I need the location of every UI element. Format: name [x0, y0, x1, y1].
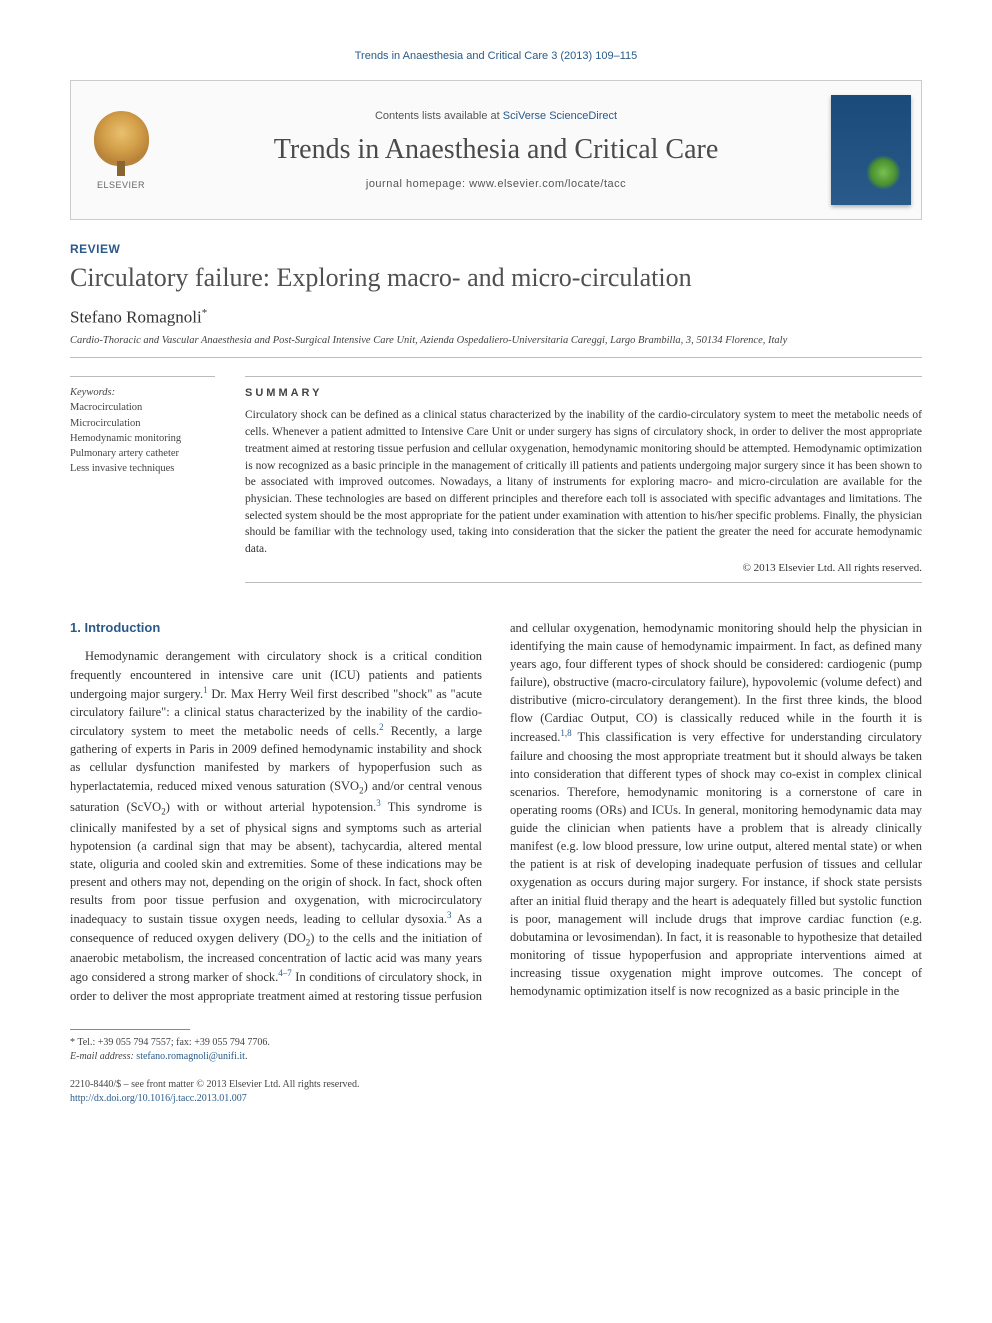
- ref-citation[interactable]: 1,8: [560, 728, 571, 738]
- summary-bottom-rule: [245, 582, 922, 583]
- intro-paragraph: Hemodynamic derangement with circulatory…: [70, 619, 922, 1005]
- fax-label: ; fax:: [171, 1037, 194, 1048]
- contents-lists-line: Contents lists available at SciVerse Sci…: [375, 110, 617, 122]
- journal-masthead: ELSEVIER Contents lists available at Sci…: [70, 80, 922, 220]
- email-line: E-mail address: stefano.romagnoli@unifi.…: [70, 1050, 922, 1064]
- corr-label: * Tel.:: [70, 1037, 98, 1048]
- journal-homepage-line: journal homepage: www.elsevier.com/locat…: [366, 178, 626, 190]
- issn-copyright-line: 2210-8440/$ – see front matter © 2013 El…: [70, 1078, 922, 1092]
- email-link[interactable]: stefano.romagnoli@unifi.it: [136, 1051, 245, 1062]
- email-label: E-mail address:: [70, 1051, 136, 1062]
- elsevier-tree-icon: [94, 111, 149, 166]
- ref-citation[interactable]: 4–7: [278, 968, 292, 978]
- tel-number: +39 055 794 7557: [98, 1037, 171, 1048]
- summary-column: SUMMARY Circulatory shock can be defined…: [245, 376, 922, 582]
- corresponding-author-line: * Tel.: +39 055 794 7557; fax: +39 055 7…: [70, 1036, 922, 1050]
- keywords-column: Keywords: Macrocirculation Microcirculat…: [70, 376, 215, 582]
- author-name: Stefano Romagnoli*: [70, 307, 922, 328]
- abstract-block: Keywords: Macrocirculation Microcirculat…: [70, 376, 922, 582]
- footnote-rule: [70, 1029, 190, 1030]
- fax-number: +39 055 794 7706.: [194, 1037, 270, 1048]
- cover-thumb-cell: [821, 81, 921, 219]
- article-title: Circulatory failure: Exploring macro- an…: [70, 262, 922, 293]
- journal-cover-icon: [831, 95, 911, 205]
- publisher-name: ELSEVIER: [97, 180, 145, 190]
- email-suffix: .: [245, 1051, 248, 1062]
- body-text: This syndrome is clinically manifested b…: [70, 800, 482, 926]
- author-affiliation: Cardio-Thoracic and Vascular Anaesthesia…: [70, 334, 922, 348]
- keywords-list: Macrocirculation Microcirculation Hemody…: [70, 400, 215, 476]
- summary-copyright: © 2013 Elsevier Ltd. All rights reserved…: [245, 562, 922, 574]
- homepage-url[interactable]: www.elsevier.com/locate/tacc: [469, 178, 626, 190]
- sciencedirect-link[interactable]: SciVerse ScienceDirect: [503, 110, 617, 122]
- doi-line: http://dx.doi.org/10.1016/j.tacc.2013.01…: [70, 1092, 922, 1106]
- keyword-item: Hemodynamic monitoring: [70, 431, 215, 446]
- journal-name: Trends in Anaesthesia and Critical Care: [274, 134, 719, 166]
- article-type-label: REVIEW: [70, 242, 922, 256]
- keywords-heading: Keywords:: [70, 387, 215, 398]
- doi-link[interactable]: http://dx.doi.org/10.1016/j.tacc.2013.01…: [70, 1093, 247, 1104]
- body-text: In: [292, 971, 309, 985]
- author-corr-marker: *: [202, 307, 208, 319]
- body-text: ) with or without arterial hypotension.: [166, 800, 377, 814]
- keyword-item: Macrocirculation: [70, 400, 215, 415]
- section-heading-intro: 1. Introduction: [70, 619, 482, 638]
- author-text: Stefano Romagnoli: [70, 308, 202, 327]
- homepage-prefix: journal homepage:: [366, 178, 469, 190]
- elsevier-logo: ELSEVIER: [86, 105, 156, 195]
- running-header: Trends in Anaesthesia and Critical Care …: [70, 50, 922, 62]
- masthead-center: Contents lists available at SciVerse Sci…: [171, 81, 821, 219]
- summary-text: Circulatory shock can be defined as a cl…: [245, 407, 922, 557]
- keyword-item: Less invasive techniques: [70, 461, 215, 476]
- summary-heading: SUMMARY: [245, 387, 922, 399]
- title-rule: [70, 357, 922, 358]
- page-footer: * Tel.: +39 055 794 7557; fax: +39 055 7…: [70, 1029, 922, 1106]
- keyword-item: Microcirculation: [70, 416, 215, 431]
- body-text-columns: 1. Introduction Hemodynamic derangement …: [70, 619, 922, 1005]
- publisher-logo-cell: ELSEVIER: [71, 81, 171, 219]
- body-text: This classification is very effective fo…: [510, 730, 922, 998]
- contents-prefix: Contents lists available at: [375, 110, 503, 122]
- keyword-item: Pulmonary artery catheter: [70, 446, 215, 461]
